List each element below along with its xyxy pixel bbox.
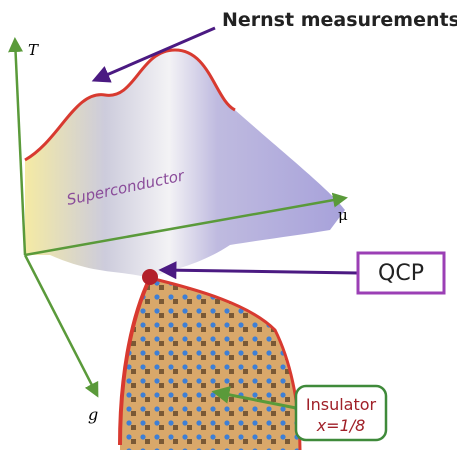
doping-label: x=1/8 — [316, 416, 366, 435]
g-axis-label: g — [88, 405, 98, 424]
t-axis-label: T — [28, 41, 39, 59]
nernst-label: Nernst measurements — [222, 9, 457, 31]
qcp-arrow — [162, 270, 358, 273]
mu-axis-label: μ — [338, 206, 348, 224]
surface — [25, 50, 345, 278]
qcp-point — [142, 269, 158, 285]
lattice-region — [120, 278, 300, 450]
insulator-label: Insulator — [306, 395, 377, 414]
diagram: T μ g Superconductor Nernst measurements… — [0, 0, 457, 457]
qcp-label: QCP — [378, 261, 424, 286]
